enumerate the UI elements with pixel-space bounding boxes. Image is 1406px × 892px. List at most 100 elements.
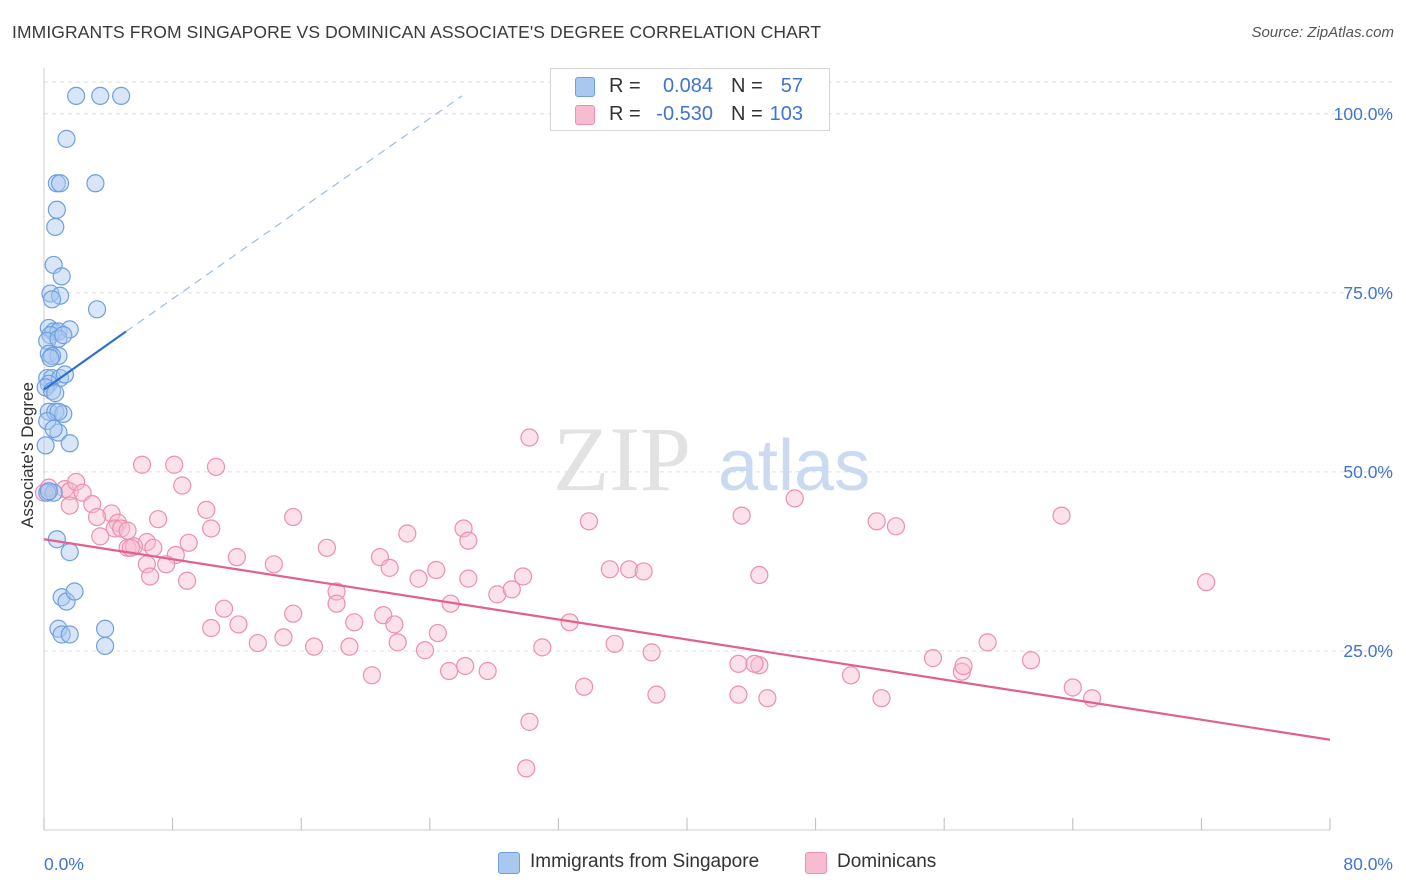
trend-lines (43, 95, 1331, 741)
legend-n-label: N = (731, 103, 763, 125)
point-singapore (65, 582, 84, 601)
point-singapore (50, 174, 70, 193)
point-dominicans (91, 527, 110, 546)
watermark: ZIP atlas (553, 408, 870, 510)
point-singapore (95, 636, 115, 656)
point-dominicans (620, 560, 639, 579)
point-dominicans (144, 538, 163, 557)
point-dominicans (1063, 678, 1082, 697)
point-dominicans (67, 472, 86, 492)
point-singapore (46, 384, 65, 403)
point-dominicans (758, 689, 777, 708)
point-dominicans (954, 656, 973, 676)
point-singapore (46, 217, 65, 237)
legend-r-label: R = (609, 75, 641, 97)
point-dominicans (385, 615, 404, 634)
point-dominicans (605, 634, 624, 653)
point-dominicans (478, 661, 497, 681)
point-dominicans (140, 567, 160, 586)
point-dominicans (978, 633, 997, 652)
point-singapore (36, 436, 55, 455)
gridlines (44, 81, 1395, 652)
point-dominicans (456, 656, 475, 676)
point-dominicans (327, 594, 346, 613)
point-dominicans (642, 643, 661, 662)
point-dominicans (340, 637, 359, 656)
legend-n-value: 103 (769, 103, 803, 125)
point-dominicans (118, 521, 137, 540)
point-dominicans (750, 565, 769, 585)
point-dominicans (264, 555, 283, 574)
point-dominicans (415, 641, 435, 660)
legend-label-singapore: Immigrants from Singapore (530, 851, 760, 872)
point-dominicans (520, 712, 539, 731)
point-dominicans (517, 759, 536, 778)
point-dominicans (1197, 573, 1216, 592)
point-dominicans (600, 560, 619, 579)
watermark-atlas: atlas (718, 426, 870, 506)
point-dominicans (1021, 651, 1041, 670)
y-tick-label: 100.0% (1334, 104, 1393, 124)
point-dominicans (439, 661, 459, 681)
point-singapore (86, 174, 105, 193)
point-dominicans (428, 623, 447, 643)
point-dominicans (427, 560, 446, 580)
point-singapore (60, 543, 79, 562)
legend-row-dominicans: R = -0.530 N = 103 (551, 101, 829, 129)
legend-swatch-singapore (498, 852, 520, 874)
point-dominicans (513, 567, 533, 586)
legend-swatch-dominicans (805, 852, 827, 874)
axes (43, 68, 1331, 831)
point-singapore (67, 86, 86, 106)
axis-labels: 25.0% 50.0% 75.0% 100.0% 0.0% 80.0% Associate'… (18, 104, 1393, 874)
trend-line-dominicans (43, 538, 1331, 741)
point-dominicans (380, 558, 399, 577)
point-dominicans (149, 510, 168, 529)
series-singapore (36, 86, 131, 656)
point-dominicans (409, 569, 428, 588)
x-tick-label-min: 0.0% (44, 854, 84, 874)
point-dominicans (502, 580, 521, 599)
legend-r-label: R = (609, 103, 641, 125)
point-singapore (60, 625, 79, 644)
legend-label-dominicans: Dominicans (837, 851, 937, 872)
source-note: Source: ZipAtlas.com (1251, 24, 1394, 41)
point-singapore (42, 290, 62, 309)
legend-r-value: -0.530 (656, 103, 713, 125)
x-tick-label-max: 80.0% (1343, 854, 1393, 874)
legend-swatch-singapore (575, 77, 595, 97)
point-dominicans (872, 689, 891, 708)
point-singapore (41, 348, 60, 368)
point-singapore (112, 86, 131, 106)
point-dominicans (165, 455, 184, 474)
point-dominicans (388, 633, 407, 652)
point-singapore (39, 482, 58, 501)
point-dominicans (923, 649, 943, 668)
trend-line-singapore (43, 330, 127, 391)
point-singapore (95, 619, 115, 638)
point-singapore (39, 402, 58, 421)
point-dominicans (575, 677, 594, 696)
point-singapore (47, 200, 66, 219)
point-dominicans (102, 504, 121, 523)
point-dominicans (284, 507, 303, 527)
trend-line-singapore-extension (125, 95, 463, 333)
y-axis-label: Associate's Degree (18, 382, 37, 528)
point-dominicans (745, 654, 764, 673)
point-dominicans (533, 638, 552, 657)
legend-n-label: N = (731, 75, 763, 97)
point-dominicans (274, 628, 293, 647)
point-dominicans (579, 512, 599, 531)
point-dominicans (729, 685, 748, 704)
point-dominicans (197, 500, 216, 519)
series-dominicans (34, 428, 1216, 778)
point-singapore (54, 326, 73, 345)
point-dominicans (362, 666, 382, 685)
point-dominicans (647, 685, 666, 704)
point-dominicans (206, 457, 226, 476)
point-dominicans (785, 489, 804, 508)
point-dominicans (488, 585, 507, 604)
point-singapore (60, 434, 79, 453)
point-dominicans (173, 476, 192, 495)
correlation-legend: R = 0.084 N = 57 R = -0.530 N = 103 (550, 68, 830, 131)
